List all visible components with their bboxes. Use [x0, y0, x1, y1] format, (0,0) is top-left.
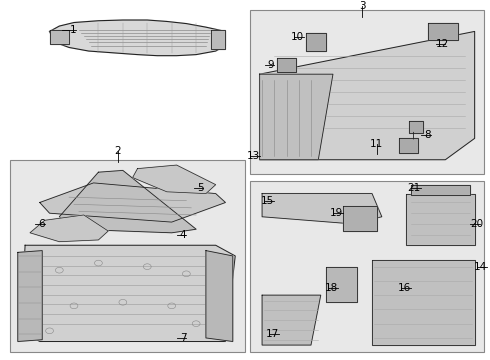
Polygon shape [18, 251, 42, 342]
Polygon shape [399, 138, 418, 153]
Polygon shape [49, 20, 225, 56]
Polygon shape [262, 295, 321, 345]
Polygon shape [260, 74, 333, 160]
Bar [10, 160, 245, 352]
Polygon shape [409, 121, 423, 133]
Text: 2: 2 [115, 146, 121, 156]
Bar [250, 10, 485, 174]
Polygon shape [406, 194, 475, 245]
Text: 6: 6 [38, 219, 45, 229]
Polygon shape [260, 31, 475, 160]
Polygon shape [206, 251, 233, 342]
Text: 18: 18 [324, 283, 338, 293]
Polygon shape [277, 58, 296, 72]
Text: 9: 9 [268, 60, 274, 70]
Text: 10: 10 [291, 32, 304, 42]
Text: 3: 3 [359, 1, 366, 12]
Polygon shape [30, 215, 108, 242]
Bar [250, 181, 485, 352]
Text: 4: 4 [180, 230, 186, 239]
Polygon shape [211, 30, 225, 49]
Text: 1: 1 [70, 24, 76, 35]
Polygon shape [306, 33, 326, 51]
Text: 11: 11 [370, 139, 384, 149]
Polygon shape [20, 245, 235, 342]
Polygon shape [59, 170, 196, 233]
Text: 12: 12 [436, 39, 449, 49]
Polygon shape [262, 194, 382, 224]
Polygon shape [372, 260, 475, 345]
Polygon shape [428, 23, 458, 40]
Text: 7: 7 [180, 333, 186, 343]
Polygon shape [326, 267, 357, 302]
Text: 15: 15 [261, 196, 274, 206]
Text: 13: 13 [246, 151, 260, 161]
Text: 14: 14 [474, 262, 487, 272]
Text: 8: 8 [424, 130, 431, 140]
Polygon shape [40, 183, 225, 222]
Text: 17: 17 [266, 329, 279, 339]
Polygon shape [49, 30, 69, 44]
Text: 16: 16 [398, 283, 411, 293]
Polygon shape [411, 185, 470, 195]
Text: 5: 5 [197, 183, 203, 193]
Text: 19: 19 [329, 208, 343, 218]
Polygon shape [133, 165, 216, 194]
Text: 20: 20 [470, 219, 483, 229]
Text: 21: 21 [408, 183, 421, 193]
Polygon shape [343, 206, 377, 231]
